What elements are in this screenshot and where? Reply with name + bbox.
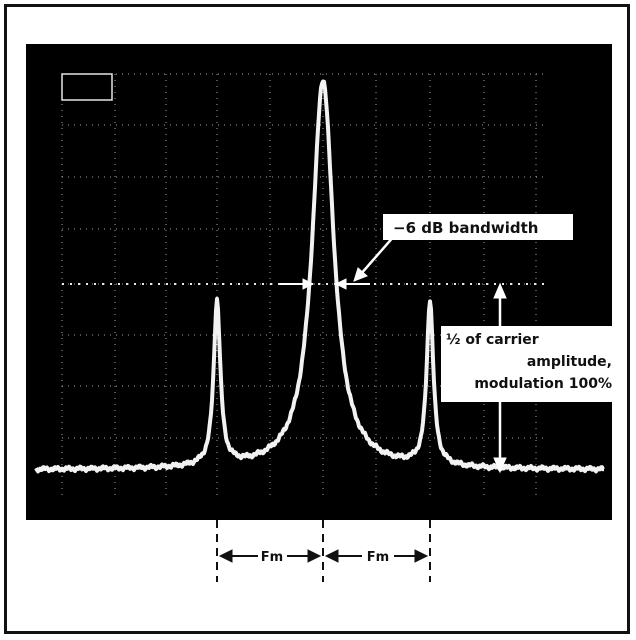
spectrum-trace bbox=[34, 79, 605, 474]
bandwidth-arrows bbox=[280, 278, 370, 290]
half-amplitude-label-line2: amplitude, bbox=[527, 354, 612, 370]
graticule-corner-mark bbox=[61, 73, 113, 101]
fm-right-label: Fm bbox=[367, 550, 389, 565]
half-amplitude-label-line3: modulation 100% bbox=[474, 376, 612, 392]
frequency-markers bbox=[216, 520, 431, 582]
bandwidth-label-box bbox=[383, 214, 573, 240]
half-amplitude-label-line1: ½ of carrier bbox=[446, 332, 539, 348]
half-amplitude-label-box bbox=[441, 326, 621, 402]
bandwidth-pointer bbox=[353, 234, 396, 282]
fm-left-label: Fm bbox=[261, 550, 283, 565]
fm-right-arrow bbox=[324, 549, 429, 563]
fm-left-arrow bbox=[218, 549, 322, 563]
bandwidth-label: −6 dB bandwidth bbox=[393, 219, 538, 237]
